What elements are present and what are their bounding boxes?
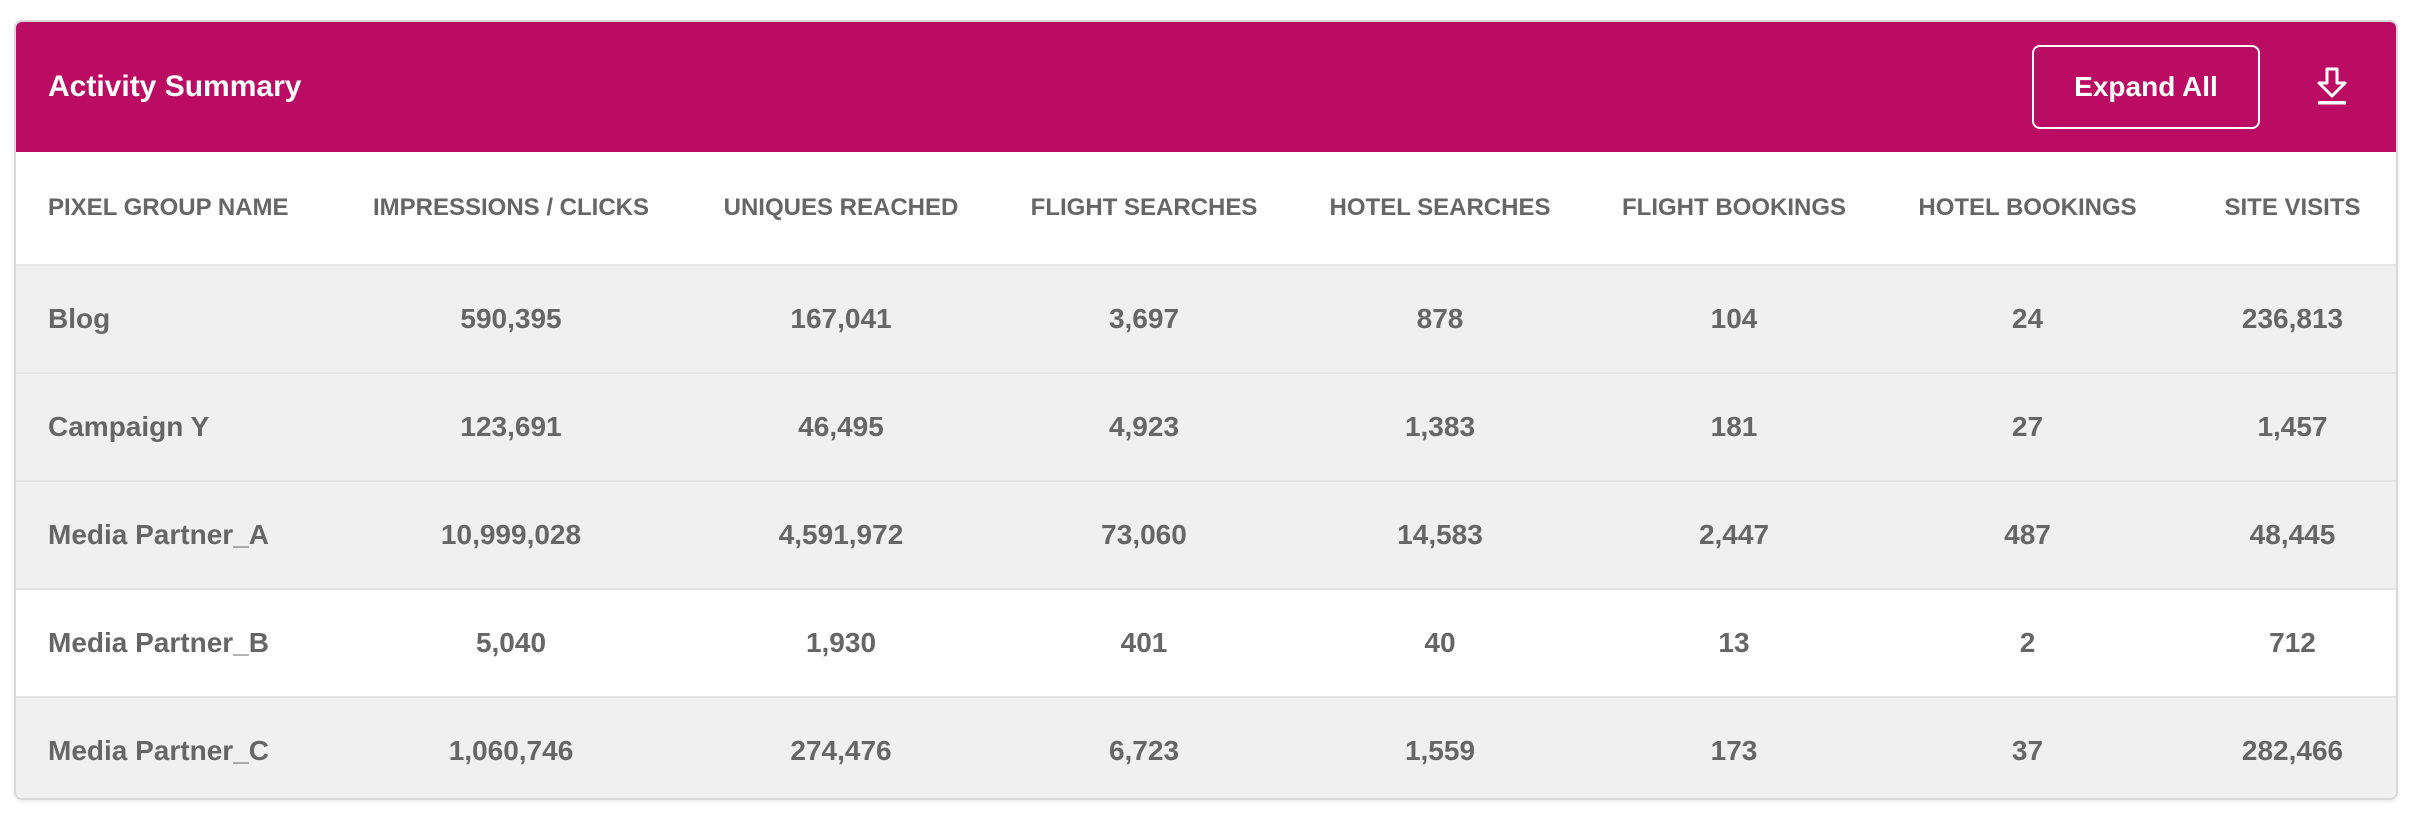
cell-hotel-searches: 1,383 — [1282, 373, 1598, 482]
column-header-uniques-reached[interactable]: UNIQUES REACHED — [676, 152, 1006, 266]
cell-pixel-group-name: Media Partner_A — [16, 481, 346, 590]
cell-impressions-clicks: 10,999,028 — [346, 481, 676, 590]
table-row[interactable]: Blog 590,395 167,041 3,697 878 104 24 23… — [16, 265, 2396, 374]
panel-header: Activity Summary Expand All — [16, 22, 2396, 152]
table-row[interactable]: Media Partner_B 5,040 1,930 401 40 13 2 … — [16, 589, 2396, 698]
cell-impressions-clicks: 1,060,746 — [346, 697, 676, 798]
column-header-flight-bookings[interactable]: FLIGHT BOOKINGS — [1598, 152, 1870, 266]
cell-hotel-searches: 878 — [1282, 265, 1598, 374]
download-icon-glyph — [2317, 67, 2347, 105]
activity-summary-panel: Activity Summary Expand All PIXEL GROUP … — [14, 20, 2398, 800]
cell-hotel-searches: 40 — [1282, 589, 1598, 698]
cell-pixel-group-name: Media Partner_C — [16, 697, 346, 798]
cell-site-visits: 236,813 — [2185, 265, 2396, 374]
column-header-site-visits[interactable]: SITE VISITS — [2185, 152, 2396, 266]
column-header-hotel-bookings[interactable]: HOTEL BOOKINGS — [1870, 152, 2185, 266]
cell-flight-searches: 3,697 — [1006, 265, 1282, 374]
cell-uniques-reached: 167,041 — [676, 265, 1006, 374]
table-row[interactable]: Campaign Y 123,691 46,495 4,923 1,383 18… — [16, 373, 2396, 482]
header-actions: Expand All — [2032, 45, 2364, 129]
download-icon[interactable] — [2300, 55, 2364, 119]
cell-uniques-reached: 4,591,972 — [676, 481, 1006, 590]
cell-pixel-group-name: Media Partner_B — [16, 589, 346, 698]
cell-flight-searches: 401 — [1006, 589, 1282, 698]
cell-pixel-group-name: Blog — [16, 265, 346, 374]
cell-hotel-searches: 1,559 — [1282, 697, 1598, 798]
cell-hotel-bookings: 487 — [1870, 481, 2185, 590]
column-header-hotel-searches[interactable]: HOTEL SEARCHES — [1282, 152, 1598, 266]
cell-impressions-clicks: 123,691 — [346, 373, 676, 482]
cell-pixel-group-name: Campaign Y — [16, 373, 346, 482]
cell-hotel-bookings: 2 — [1870, 589, 2185, 698]
cell-uniques-reached: 274,476 — [676, 697, 1006, 798]
column-header-pixel-group-name[interactable]: PIXEL GROUP NAME — [16, 152, 346, 266]
cell-flight-searches: 4,923 — [1006, 373, 1282, 482]
cell-site-visits: 282,466 — [2185, 697, 2396, 798]
table-row[interactable]: Media Partner_A 10,999,028 4,591,972 73,… — [16, 481, 2396, 590]
column-header-impressions-clicks[interactable]: IMPRESSIONS / CLICKS — [346, 152, 676, 266]
cell-impressions-clicks: 590,395 — [346, 265, 676, 374]
cell-hotel-searches: 14,583 — [1282, 481, 1598, 590]
cell-flight-bookings: 181 — [1598, 373, 1870, 482]
activity-table: PIXEL GROUP NAME IMPRESSIONS / CLICKS UN… — [16, 152, 2396, 798]
cell-site-visits: 1,457 — [2185, 373, 2396, 482]
cell-site-visits: 712 — [2185, 589, 2396, 698]
panel-title: Activity Summary — [48, 70, 302, 103]
expand-all-button[interactable]: Expand All — [2032, 45, 2260, 129]
cell-flight-bookings: 2,447 — [1598, 481, 1870, 590]
cell-hotel-bookings: 27 — [1870, 373, 2185, 482]
cell-site-visits: 48,445 — [2185, 481, 2396, 590]
cell-flight-searches: 6,723 — [1006, 697, 1282, 798]
cell-flight-bookings: 173 — [1598, 697, 1870, 798]
column-header-flight-searches[interactable]: FLIGHT SEARCHES — [1006, 152, 1282, 266]
cell-impressions-clicks: 5,040 — [346, 589, 676, 698]
table-header-row: PIXEL GROUP NAME IMPRESSIONS / CLICKS UN… — [16, 152, 2396, 266]
cell-uniques-reached: 46,495 — [676, 373, 1006, 482]
table-row[interactable]: Media Partner_C 1,060,746 274,476 6,723 … — [16, 697, 2396, 798]
cell-uniques-reached: 1,930 — [676, 589, 1006, 698]
cell-flight-bookings: 13 — [1598, 589, 1870, 698]
cell-flight-bookings: 104 — [1598, 265, 1870, 374]
cell-hotel-bookings: 24 — [1870, 265, 2185, 374]
cell-flight-searches: 73,060 — [1006, 481, 1282, 590]
cell-hotel-bookings: 37 — [1870, 697, 2185, 798]
